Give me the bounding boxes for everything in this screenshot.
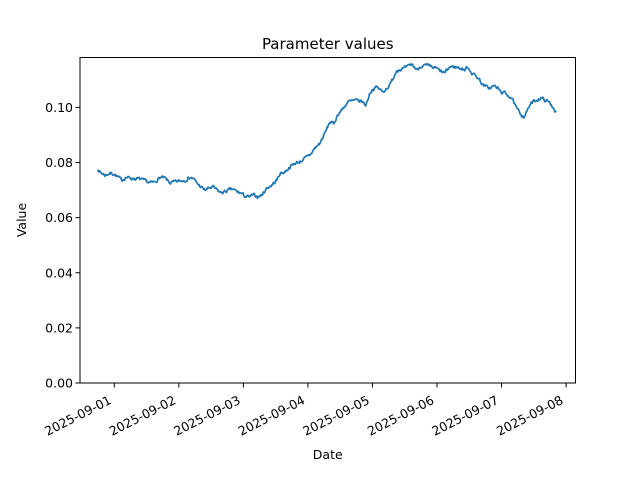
series-parameter-values	[97, 62, 557, 200]
data-line	[97, 62, 557, 200]
y-tick-label: 0.02	[45, 320, 73, 335]
x-axis-label: Date	[313, 447, 343, 462]
y-tick-label: 0.10	[45, 100, 73, 115]
y-axis-label: Value	[14, 203, 29, 238]
y-tick-label: 0.04	[45, 265, 73, 280]
y-tick-label: 0.06	[45, 210, 73, 225]
y-tick-label: 0.00	[45, 376, 73, 391]
y-tick-label: 0.08	[45, 155, 73, 170]
chart-title: Parameter values	[262, 35, 394, 53]
axes-border	[79, 57, 576, 384]
